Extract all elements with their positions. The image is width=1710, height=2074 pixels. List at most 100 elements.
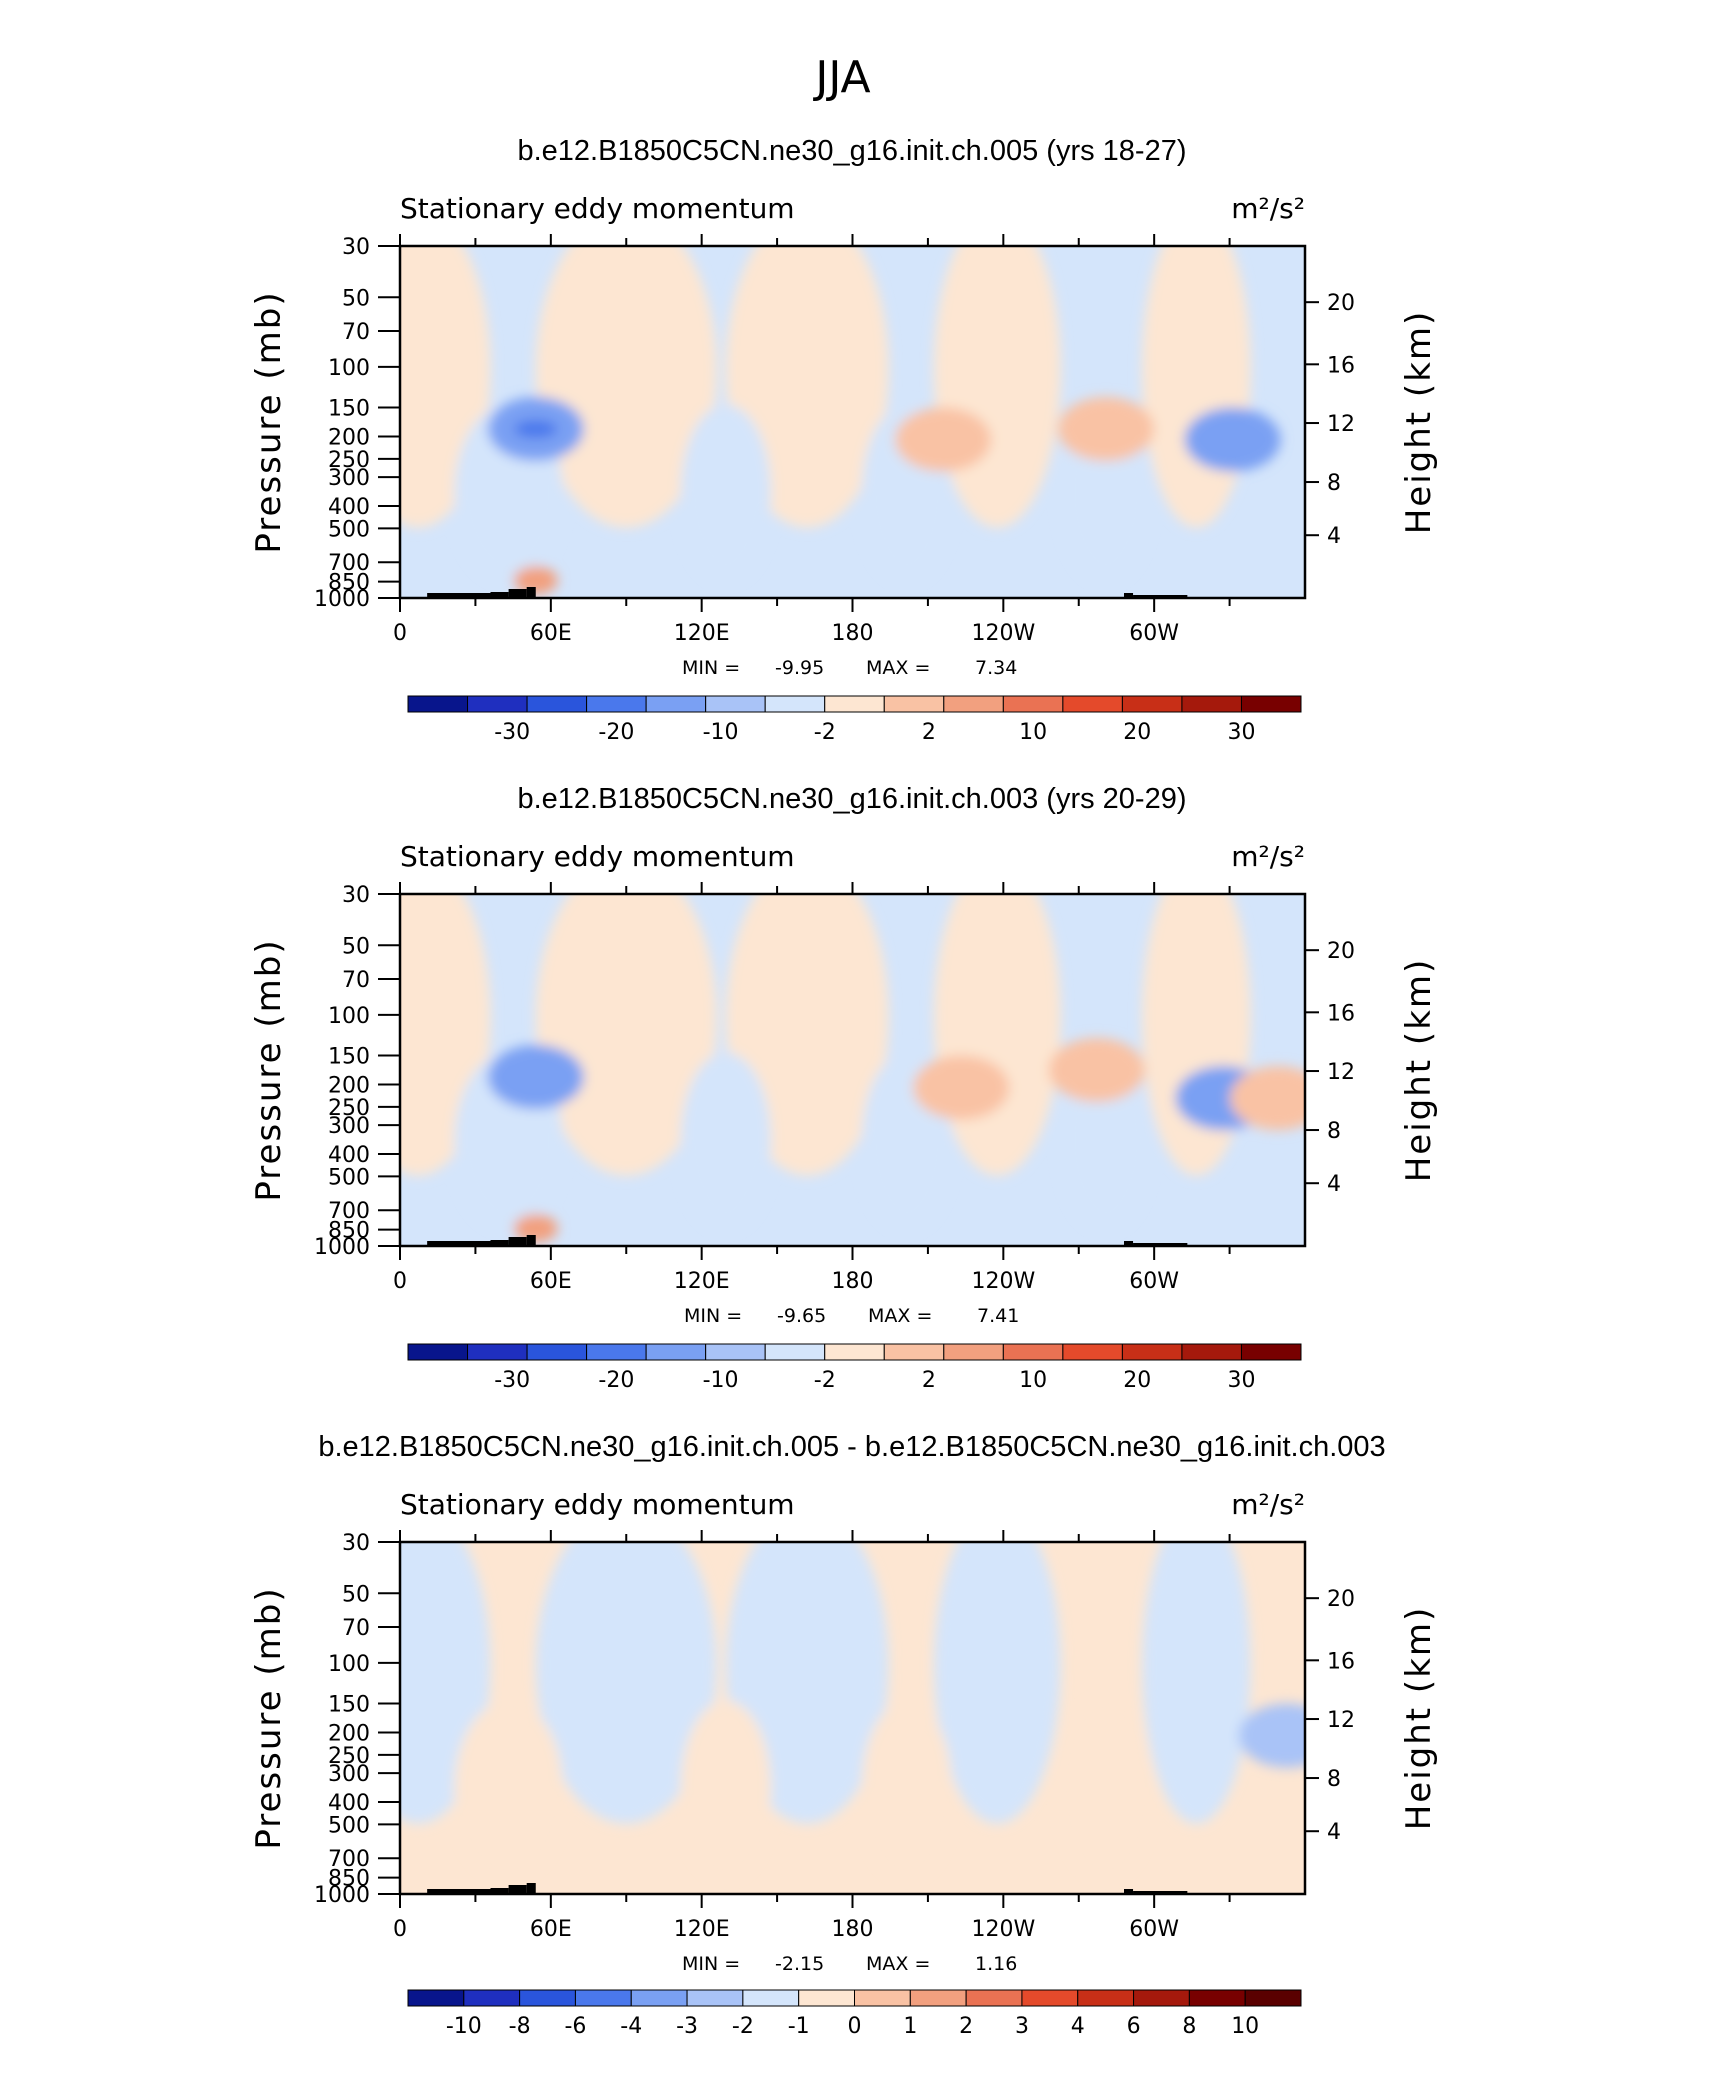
y-tick-label: 400 (328, 495, 370, 520)
colorbar-label: -3 (676, 2014, 698, 2039)
min-label: MIN = (684, 1305, 742, 1327)
contour-band (1060, 1700, 1152, 1877)
colorbar-box (943, 695, 1004, 713)
y-tick-label: 70 (342, 1616, 370, 1641)
colorbar-box (645, 1343, 707, 1361)
min-value: -2.15 (775, 1953, 824, 1975)
max-value: 7.41 (977, 1305, 1019, 1327)
topography-bar (508, 589, 527, 598)
colorbar-label: 10 (1231, 2014, 1259, 2039)
units-label: m²/s² (1231, 192, 1305, 225)
max-label: MAX = (866, 657, 930, 679)
colorbar-box (1002, 695, 1064, 713)
contour-band (454, 1700, 563, 1877)
contour-band (535, 1542, 717, 1824)
contour-positive (1048, 1038, 1145, 1102)
y-tick-label: 500 (328, 517, 370, 542)
y-axis-label-right: Height (km) (1399, 310, 1439, 535)
contour-band (680, 404, 772, 581)
x-tick-label: 120E (674, 1917, 730, 1942)
y-tick-label-right: 12 (1327, 1708, 1355, 1733)
colorbar-box (463, 1989, 521, 2007)
contour-negative (513, 420, 558, 439)
colorbar-box (705, 1343, 766, 1361)
y-tick-label: 700 (328, 1199, 370, 1224)
y-tick-label: 150 (328, 1045, 370, 1070)
colorbar-label: 10 (1019, 720, 1047, 745)
y-tick-label-right: 4 (1327, 524, 1341, 549)
colorbar-label: -10 (703, 720, 739, 745)
x-tick-label: 60E (530, 1917, 572, 1942)
colorbar-box (1021, 1989, 1079, 2007)
contour-band (680, 1700, 772, 1877)
topography-bar (526, 1235, 536, 1246)
colorbar: -10 -8 -6 -4 -3 -2 -1 0 1 2 3 4 6 8 10 (407, 1989, 1302, 2039)
y-tick-label: 200 (328, 425, 370, 450)
y-tick-label: 1000 (314, 587, 370, 612)
x-tick-label: 120W (971, 1917, 1035, 1942)
colorbar-label: -20 (598, 720, 634, 745)
colorbar-box (742, 1989, 800, 2007)
colorbar-box (467, 695, 528, 713)
colorbar-box (705, 695, 766, 713)
colorbar-label: 4 (1071, 2014, 1085, 2039)
topography-bar (1124, 1889, 1134, 1894)
topography-bar (508, 1885, 527, 1894)
topography-bar (490, 592, 509, 598)
colorbar-label: -1 (788, 2014, 810, 2039)
colorbar-box (1244, 1989, 1302, 2007)
y-tick-label: 250 (328, 448, 370, 473)
contour-band (535, 246, 717, 528)
y-tick-label: 100 (328, 1004, 370, 1029)
colorbar-box (854, 1989, 911, 2007)
topography-bar (526, 1883, 536, 1894)
max-label: MAX = (866, 1953, 930, 1975)
colorbar-box (1121, 695, 1183, 713)
colorbar-box (1181, 1343, 1242, 1361)
panel-title: b.e12.B1850C5CN.ne30_g16.init.ch.005 (yr… (517, 135, 1186, 167)
min-value: -9.65 (777, 1305, 826, 1327)
units-label: m²/s² (1231, 1488, 1305, 1521)
colorbar-label: -30 (494, 1368, 530, 1393)
y-tick-label: 500 (328, 1813, 370, 1838)
contour-band (933, 894, 1061, 1176)
colorbar-box (407, 1343, 469, 1361)
panel-2: b.e12.B1850C5CN.ne30_g16.init.ch.003 (yr… (249, 783, 1439, 1393)
y-tick-label: 850 (328, 1867, 370, 1892)
colorbar-box (883, 1343, 945, 1361)
y-tick-label-right: 4 (1327, 1820, 1341, 1845)
topography-bar (508, 1237, 527, 1246)
colorbar-label: 30 (1227, 1368, 1255, 1393)
colorbar-label: -2 (732, 2014, 754, 2039)
colorbar: -30 -20 -10 -2 2 10 20 30 (407, 695, 1302, 745)
topography-bar (490, 1240, 509, 1246)
y-axis-label: Pressure (mb) (249, 290, 289, 553)
page-title: JJA (812, 52, 870, 103)
colorbar-label: 2 (922, 720, 936, 745)
contour-positive (1229, 1066, 1305, 1131)
colorbar-label: -8 (509, 2014, 531, 2039)
x-tick-label: 60E (530, 621, 572, 646)
contour-positive (913, 1055, 1010, 1120)
max-value: 7.34 (975, 657, 1017, 679)
contour-band (933, 1542, 1061, 1824)
topography-bar (1133, 1243, 1188, 1246)
contour-positive (1057, 397, 1154, 462)
topography-bar (427, 593, 491, 598)
colorbar-label: 6 (1127, 2014, 1141, 2039)
colorbar-label: 8 (1182, 2014, 1196, 2039)
colorbar-box (1062, 695, 1123, 713)
colorbar-box (407, 1989, 465, 2007)
colorbar-box (824, 695, 885, 713)
topography-bar (427, 1241, 491, 1246)
y-tick-label: 30 (342, 235, 370, 260)
x-tick-label: 60E (530, 1269, 572, 1294)
colorbar-box (1062, 1343, 1123, 1361)
colorbar-label: 20 (1123, 720, 1151, 745)
colorbar-box (824, 1343, 885, 1361)
y-tick-label: 150 (328, 1693, 370, 1718)
colorbar-box (883, 695, 945, 713)
topography-bar (427, 1889, 491, 1894)
y-tick-label-right: 20 (1327, 1587, 1355, 1612)
